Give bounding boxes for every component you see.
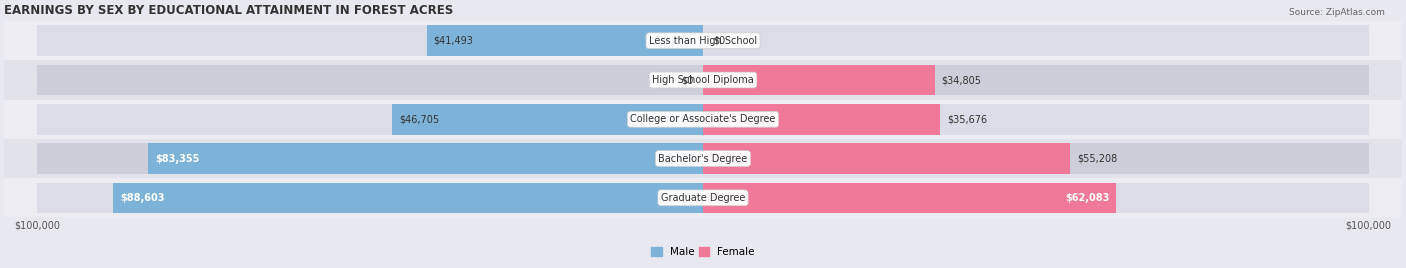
Bar xyxy=(4,100,1402,139)
Bar xyxy=(148,143,703,174)
Bar xyxy=(703,104,941,135)
Bar xyxy=(38,25,703,56)
Text: EARNINGS BY SEX BY EDUCATIONAL ATTAINMENT IN FOREST ACRES: EARNINGS BY SEX BY EDUCATIONAL ATTAINMEN… xyxy=(4,4,453,17)
Text: $83,355: $83,355 xyxy=(155,154,200,163)
Bar xyxy=(703,104,1368,135)
Bar xyxy=(392,104,703,135)
Bar xyxy=(703,65,1368,95)
Bar xyxy=(4,178,1402,217)
Bar xyxy=(38,65,703,95)
Bar xyxy=(703,143,1368,174)
Bar xyxy=(38,104,703,135)
Bar xyxy=(4,139,1402,178)
Bar xyxy=(703,183,1116,213)
Bar xyxy=(703,183,1368,213)
Text: $41,493: $41,493 xyxy=(433,36,474,46)
Text: $55,208: $55,208 xyxy=(1077,154,1118,163)
Text: $0: $0 xyxy=(713,36,725,46)
Bar xyxy=(427,25,703,56)
Text: $88,603: $88,603 xyxy=(120,193,165,203)
Text: $62,083: $62,083 xyxy=(1066,193,1109,203)
Bar xyxy=(114,183,703,213)
Bar xyxy=(703,143,1070,174)
Text: Bachelor's Degree: Bachelor's Degree xyxy=(658,154,748,163)
Bar xyxy=(38,143,703,174)
Text: Source: ZipAtlas.com: Source: ZipAtlas.com xyxy=(1289,8,1385,17)
Text: $34,805: $34,805 xyxy=(941,75,981,85)
Bar xyxy=(4,21,1402,60)
Text: $0: $0 xyxy=(681,75,693,85)
Bar xyxy=(4,60,1402,100)
Bar xyxy=(703,65,935,95)
Bar xyxy=(703,25,1368,56)
Text: College or Associate's Degree: College or Associate's Degree xyxy=(630,114,776,124)
Bar xyxy=(38,183,703,213)
Text: Less than High School: Less than High School xyxy=(650,36,756,46)
Legend: Male, Female: Male, Female xyxy=(647,243,759,261)
Text: $35,676: $35,676 xyxy=(948,114,987,124)
Text: High School Diploma: High School Diploma xyxy=(652,75,754,85)
Text: Graduate Degree: Graduate Degree xyxy=(661,193,745,203)
Text: $46,705: $46,705 xyxy=(399,114,439,124)
